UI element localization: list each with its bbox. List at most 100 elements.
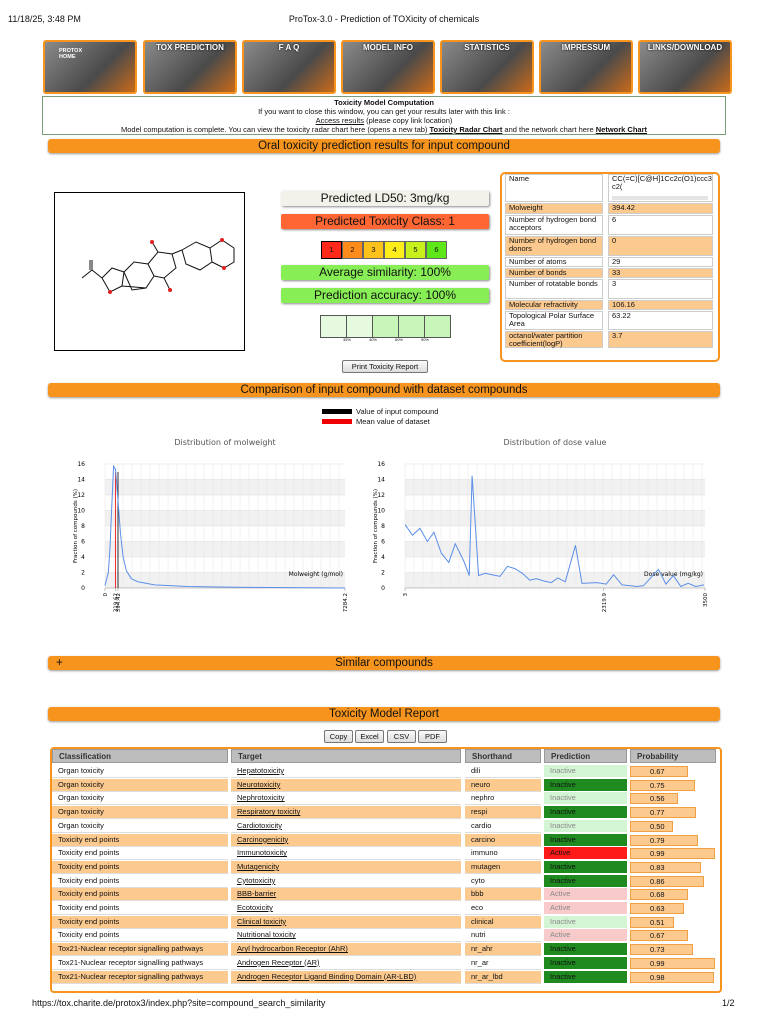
nav-tile[interactable]: IMPRESSUM [539,40,633,94]
table-cell[interactable]: Androgen Receptor (AR) [231,956,461,970]
legend-swatch-input [322,409,352,414]
nav-label[interactable]: PROTOX HOME [59,48,83,60]
column-header[interactable]: Classification [52,749,228,763]
table-cell[interactable]: Nephrotoxicity [231,792,461,806]
nav-tile[interactable]: TOX PREDICTION [143,40,237,94]
nav-tile[interactable]: MODEL INFO [341,40,435,94]
column-header[interactable]: Target [231,749,461,763]
network-link[interactable]: Network Chart [595,125,647,134]
probability-label: 0.79 [650,835,665,845]
tox-class-cell: 2 [342,241,363,259]
export-button[interactable]: Excel [355,730,384,743]
property-value: 63.22 [608,311,713,330]
y-tick-label: 12 [377,492,385,499]
y-tick-label: 6 [81,539,85,546]
notice-line: If you want to close this window, you ca… [258,107,510,116]
nav-tile[interactable]: F A Q [242,40,336,94]
nav-tile[interactable]: STATISTICS [440,40,534,94]
table-cell: Organ toxicity [52,792,228,806]
accuracy-scale-cell [372,315,399,338]
export-button[interactable]: CSV [387,730,416,743]
table-cell[interactable]: Androgen Receptor Ligand Binding Domain … [231,970,461,984]
probability-bar [630,875,704,887]
legend-label: Mean value of dataset [356,417,430,426]
nav-label[interactable]: STATISTICS [464,43,510,52]
table-cell: eco [465,902,541,915]
prediction-cell: Inactive [544,860,627,874]
export-button[interactable]: PDF [418,730,447,743]
expand-toggle[interactable]: + [56,657,63,669]
property-label: Molweight [505,203,603,214]
similar-bar[interactable]: + Similar compounds [48,656,720,670]
print-report-button[interactable]: Print Toxicity Report [342,360,428,373]
y-tick-label: 0 [81,585,85,592]
section-bar: Toxicity Model Report [48,707,720,721]
table-cell[interactable]: Cytotoxicity [231,874,461,888]
nav-label[interactable]: MODEL INFO [362,43,414,52]
property-label: Number of hydrogen bond acceptors [505,215,603,235]
nav-label[interactable]: TOX PREDICTION [156,43,224,52]
export-button[interactable]: Copy [324,730,353,743]
table-cell[interactable]: Clinical toxicity [231,915,461,929]
table-cell[interactable]: Mutagenicity [231,860,461,874]
prediction-cell: Active [544,847,627,861]
accuracy-scale-cell [398,315,425,338]
prediction-cell: Inactive [544,819,627,833]
similarity-box: Average similarity: 100% [281,265,489,280]
table-cell[interactable]: Neurotoxicity [231,778,461,792]
column-header[interactable]: Shorthand [465,749,541,763]
radar-link[interactable]: Toxicity Radar Chart [429,125,503,134]
table-cell[interactable]: Nutritional toxicity [231,929,461,943]
probability-bar [630,807,697,819]
probability-bar [630,779,695,791]
prediction-cell: Active [544,888,627,902]
table-cell: Toxicity end points [52,860,228,874]
table-cell: nephro [465,792,541,806]
y-axis-label: Fraction of compounds (%) [73,489,79,563]
nav-tile[interactable]: LINKS/DOWNLOAD [638,40,732,94]
series-line [104,464,346,589]
table-cell[interactable]: Hepatotoxicity [231,765,461,778]
nav-label[interactable]: F A Q [278,43,300,52]
nav-label[interactable]: IMPRESSUM [561,43,611,52]
y-tick-label: 12 [77,492,85,499]
scrollbar [612,196,708,200]
legend-label: Value of input compound [356,407,439,416]
properties-frame [500,172,720,362]
nav-tile[interactable]: PROTOX HOME [43,40,137,94]
y-tick-label: 16 [377,461,385,468]
table-cell[interactable]: Aryl hydrocarbon Receptor (AhR) [231,943,461,957]
table-cell[interactable]: Cardiotoxicity [231,819,461,833]
y-tick-label: 10 [77,508,85,515]
probability-label: 0.56 [650,794,665,804]
nav-label[interactable]: LINKS/DOWNLOAD [647,43,723,52]
probability-label: 0.77 [650,808,665,818]
tox-class-box: Predicted Toxicity Class: 1 [281,214,489,229]
table-cell: dili [465,765,541,778]
probability-bar [630,848,716,860]
molecule-image [54,192,245,351]
probability-bar [630,944,693,956]
column-header[interactable]: Prediction [544,749,627,763]
table-cell[interactable]: Ecotoxicity [231,902,461,915]
table-cell: neuro [465,778,541,792]
access-link[interactable]: Access results [315,116,364,125]
column-header[interactable]: Probability [630,749,716,763]
table-cell[interactable]: Carcinogenicity [231,833,461,847]
y-tick-label: 6 [381,539,385,546]
x-tick-label: 0 [103,593,109,597]
prediction-cell: Inactive [544,956,627,970]
y-axis-label: Fraction of compounds (%) [373,489,379,563]
table-cell[interactable]: BBB-barrier [231,888,461,902]
property-value: CC(=C)[C@H]1Cc2c(O1)ccc3c2( [608,174,713,202]
table-cell[interactable]: Immunotoxicity [231,847,461,861]
probability-label: 0.99 [650,849,665,859]
table-cell[interactable]: Respiratory toxicity [231,806,461,820]
accuracy-scale-label: 60% [394,337,403,342]
line-chart: Distribution of molweight 0 2 4 6 8 10 12 14 16 0 3… [73,438,349,613]
table-cell: carcino [465,833,541,847]
tox-class-cell: 3 [363,241,384,259]
probability-label: 0.67 [650,931,665,941]
x-tick-label: 319.67 [114,593,120,613]
